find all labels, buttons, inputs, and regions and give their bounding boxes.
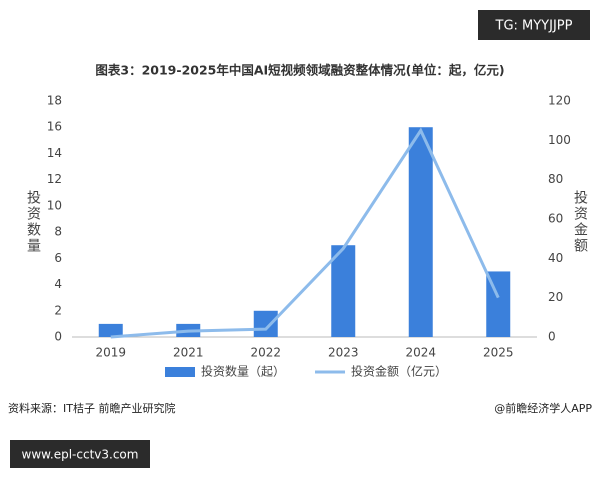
y-tick-label: 18	[47, 94, 62, 108]
x-tick-label: 2021	[173, 346, 204, 360]
y2-axis-label: 投资金额	[572, 190, 588, 254]
y-tick-label: 6	[54, 251, 62, 265]
legend-swatch	[165, 367, 195, 377]
bar	[331, 245, 356, 337]
bar	[98, 323, 123, 337]
bar	[253, 310, 278, 337]
y2-tick-label: 20	[548, 290, 563, 304]
y-tick-label: 2	[54, 303, 62, 317]
y-tick-label: 14	[47, 146, 62, 160]
x-tick-label: 2023	[328, 346, 359, 360]
y2-tick-label: 0	[548, 330, 556, 344]
watermark-box	[10, 440, 150, 468]
y-tick-label: 0	[54, 330, 62, 344]
y2-tick-label: 80	[548, 172, 563, 186]
watermark: www.epl-cctv3.com	[22, 448, 139, 462]
chart-title: 图表3：2019-2025年中国AI短视频领域融资整体情况(单位：起，亿元)	[95, 63, 504, 78]
x-tick-label: 2022	[250, 346, 281, 360]
line	[110, 127, 500, 339]
bar	[408, 127, 433, 337]
watermark-box	[478, 10, 590, 40]
x-tick-label: 2025	[483, 346, 514, 360]
watermark: TG: MYYJJPP	[495, 19, 573, 34]
legend-label: 投资金额（亿元）	[351, 364, 447, 379]
y-tick-label: 10	[47, 198, 62, 212]
y2-tick-label: 60	[548, 212, 563, 226]
y2-tick-label: 100	[548, 133, 571, 147]
y2-tick-label: 120	[548, 94, 571, 108]
y-tick-label: 8	[54, 225, 62, 239]
y-tick-label: 4	[54, 277, 62, 291]
y-tick-label: 12	[47, 172, 62, 186]
legend-label: 投资数量（起）	[201, 364, 285, 379]
y-tick-label: 16	[47, 120, 62, 134]
credit: @前瞻经济学人APP	[494, 401, 592, 415]
x-tick-label: 2024	[405, 346, 436, 360]
x-tick-label: 2019	[95, 346, 126, 360]
y-axis-label: 投资数量	[25, 190, 41, 254]
source: 资料来源：IT桔子 前瞻产业研究院	[8, 401, 175, 415]
y2-tick-label: 40	[548, 251, 563, 265]
